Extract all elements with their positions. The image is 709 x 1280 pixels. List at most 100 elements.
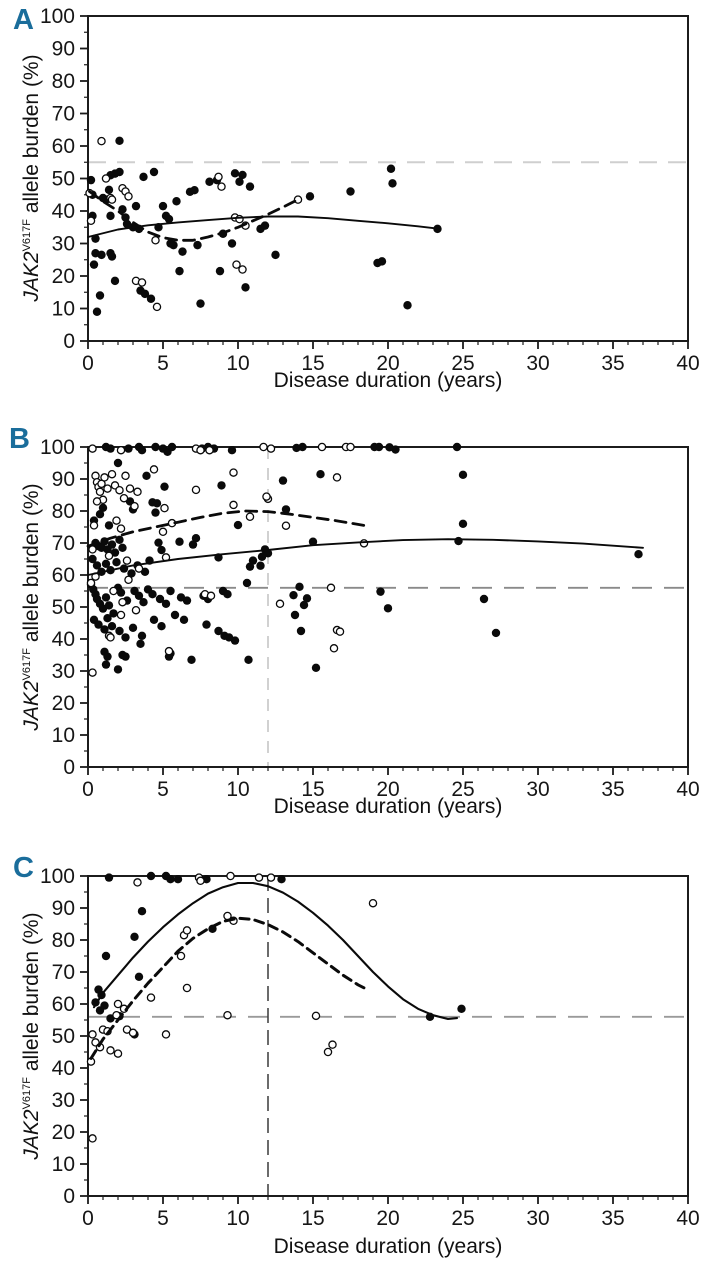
data-point-filled: [146, 871, 156, 881]
data-point-open: [101, 174, 111, 183]
data-point-filled: [187, 655, 196, 664]
data-point-filled: [151, 442, 160, 452]
data-point-open: [103, 484, 112, 493]
data-point-open: [88, 444, 97, 453]
data-point-open: [158, 527, 168, 537]
data-point-open: [217, 182, 226, 191]
data-point-filled: [107, 540, 117, 549]
y-label-gene: JAK2: [20, 1109, 43, 1160]
data-point-open: [151, 235, 160, 245]
plot-frame: [87, 15, 689, 342]
data-point-filled: [110, 276, 120, 286]
data-point-open: [160, 503, 169, 513]
data-point-filled: [113, 458, 123, 468]
panel-b-x-axis-label: Disease duration (years): [273, 795, 503, 818]
y-tick-label: 50: [52, 596, 75, 619]
y-tick-label: 60: [52, 564, 75, 587]
data-point-filled: [139, 172, 148, 182]
data-point-filled: [104, 873, 114, 882]
data-point-open: [92, 497, 102, 506]
data-point-filled: [104, 521, 114, 530]
x-tick-label: 25: [451, 1207, 474, 1230]
data-point-open: [86, 216, 96, 225]
data-point-filled: [295, 582, 304, 592]
y-tick-label: 20: [52, 1121, 75, 1144]
data-point-filled: [124, 444, 133, 453]
data-point-open: [134, 564, 144, 573]
data-point-filled: [238, 170, 247, 180]
data-point-filled: [403, 301, 412, 310]
data-point-filled: [104, 185, 114, 195]
y-tick-label: 80: [52, 500, 75, 523]
data-point-open: [262, 492, 271, 501]
x-tick-label: 5: [157, 1207, 169, 1230]
data-point-filled: [196, 299, 205, 308]
data-point-filled: [244, 655, 253, 664]
data-point-filled: [227, 239, 237, 248]
data-point-filled: [215, 266, 225, 276]
data-point-filled: [137, 907, 147, 916]
data-point-filled: [169, 240, 178, 250]
y-tick-label: 30: [52, 660, 75, 683]
data-point-filled: [101, 593, 111, 602]
panel-a: 0 5 10 15 20 25 30 35 40 0 10 20 30 40 50 60 70 80 90 100 A…: [0, 0, 709, 410]
panel-b-plot: 0 5 10 15 20 25 30 35 40 0 10 20 30 40 50 60 70 80 90 100: [40, 436, 700, 801]
data-point-open: [176, 951, 186, 961]
data-point-open: [226, 871, 235, 881]
data-point-open: [182, 926, 192, 935]
data-point-open: [88, 668, 97, 677]
data-point-filled: [109, 609, 118, 618]
data-point-open: [89, 521, 99, 530]
data-point-filled: [290, 610, 300, 620]
data-point-filled: [148, 590, 157, 599]
y-label-rest: allele burden (%): [20, 54, 43, 219]
data-point-filled: [160, 482, 169, 491]
data-point-filled: [95, 510, 105, 519]
data-point-filled: [128, 623, 138, 632]
data-point-filled: [146, 294, 156, 303]
data-point-filled: [98, 503, 108, 512]
data-point-filled: [161, 599, 171, 608]
data-point-open: [281, 521, 291, 530]
data-point-filled: [217, 481, 226, 490]
data-point-open: [332, 473, 342, 482]
data-point-filled: [223, 590, 232, 599]
data-point-open: [266, 873, 276, 882]
data-point-open: [116, 445, 126, 455]
x-tick-label: 10: [226, 778, 249, 801]
x-tick-label: 10: [226, 352, 249, 375]
data-point-filled: [308, 537, 318, 546]
data-point-open: [335, 627, 345, 636]
y-tick-label: 0: [63, 1185, 75, 1208]
y-tick-label: 20: [52, 265, 75, 288]
data-point-open: [152, 302, 162, 312]
x-tick-label: 20: [376, 778, 399, 801]
data-point-filled: [479, 594, 489, 604]
panel-c-y-axis-label: JAK2V617F allele burden (%): [20, 866, 44, 1206]
data-point-filled: [182, 596, 192, 605]
data-point-filled: [112, 558, 121, 567]
data-point-open: [191, 485, 201, 495]
data-point-filled: [116, 588, 126, 597]
data-point-open: [100, 473, 109, 482]
data-point-filled: [130, 932, 139, 941]
data-point-filled: [452, 442, 462, 452]
data-point-open: [124, 575, 133, 585]
data-point-open: [329, 644, 339, 653]
data-point-filled: [151, 508, 160, 517]
data-point-open: [95, 487, 105, 497]
y-tick-label: 70: [52, 961, 75, 984]
data-point-filled: [142, 471, 151, 480]
panel-b-letter: B: [9, 423, 30, 455]
data-point-filled: [97, 250, 106, 260]
y-tick-label: 0: [63, 756, 75, 779]
data-point-open: [133, 487, 142, 497]
x-tick-label: 40: [676, 778, 699, 801]
x-tick-label: 35: [601, 352, 624, 375]
y-tick-label: 100: [40, 436, 75, 459]
x-tick-label: 5: [157, 778, 169, 801]
y-tick-label: 100: [40, 5, 75, 28]
data-point-filled: [235, 177, 244, 186]
data-point-filled: [281, 505, 291, 514]
data-point-filled: [101, 559, 111, 568]
